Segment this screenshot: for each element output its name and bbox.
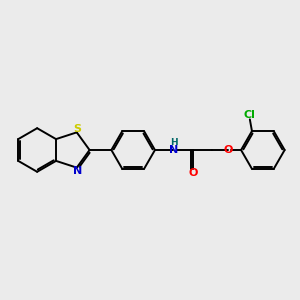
- Text: N: N: [169, 145, 178, 155]
- Text: O: O: [223, 145, 233, 155]
- Text: O: O: [188, 168, 198, 178]
- Text: S: S: [73, 124, 81, 134]
- Text: N: N: [73, 167, 82, 176]
- Text: H: H: [170, 138, 177, 147]
- Text: Cl: Cl: [244, 110, 256, 120]
